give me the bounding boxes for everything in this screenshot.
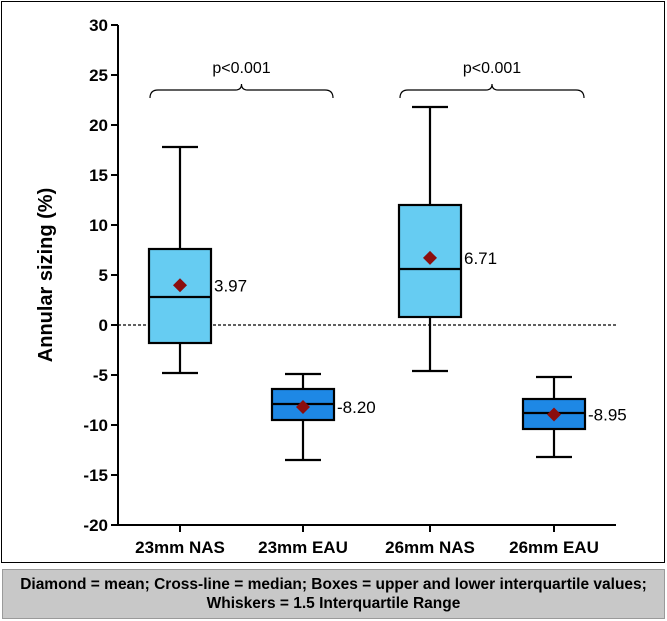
mean-diamond — [547, 407, 561, 422]
mean-diamond — [296, 400, 310, 414]
y-tick-label: 10 — [89, 216, 108, 235]
p-value-label: p<0.001 — [212, 60, 270, 77]
significance-bracket-1: p<0.001 — [149, 60, 334, 99]
box-4: -8.95 — [521, 375, 627, 459]
box-plot-chart: -20 -15 -10 -5 0 5 10 15 20 25 30 Annular sizing (%… — [35, 16, 627, 557]
y-tick-label: -20 — [83, 516, 108, 535]
mean-diamond — [173, 278, 187, 293]
y-tick-label: -15 — [83, 466, 108, 485]
chart-caption: Diamond = mean; Cross-line = median; Box… — [2, 569, 665, 619]
y-tick-label: 30 — [89, 16, 108, 35]
significance-bracket-2: p<0.001 — [399, 60, 585, 99]
y-tick-label: 25 — [89, 66, 108, 85]
chart-frame — [1, 1, 665, 563]
y-tick-label: 15 — [89, 166, 108, 185]
mean-diamond — [423, 250, 437, 265]
mean-value-label: 6.71 — [464, 249, 497, 268]
x-category-label: 26mm NAS — [385, 538, 475, 557]
y-tick-label: 5 — [99, 266, 108, 285]
box-2: -8.20 — [270, 372, 376, 462]
mean-value-label: -8.95 — [588, 406, 627, 425]
x-category-label: 23mm EAU — [258, 538, 348, 557]
mean-value-label: -8.20 — [337, 398, 376, 417]
x-category-label: 23mm NAS — [135, 538, 225, 557]
y-tick-label: 0 — [99, 316, 108, 335]
box-3: 6.71 — [397, 105, 497, 373]
mean-value-label: 3.97 — [214, 276, 247, 295]
y-tick-label: 20 — [89, 116, 108, 135]
x-category-label: 26mm EAU — [509, 538, 599, 557]
bracket-line — [149, 83, 334, 99]
p-value-label: p<0.001 — [463, 60, 521, 77]
y-axis-label: Annular sizing (%) — [35, 188, 57, 362]
bracket-line — [399, 83, 585, 99]
y-tick-label: -5 — [93, 366, 108, 385]
y-tick-label: -10 — [83, 416, 108, 435]
box-1: 3.97 — [147, 145, 247, 375]
